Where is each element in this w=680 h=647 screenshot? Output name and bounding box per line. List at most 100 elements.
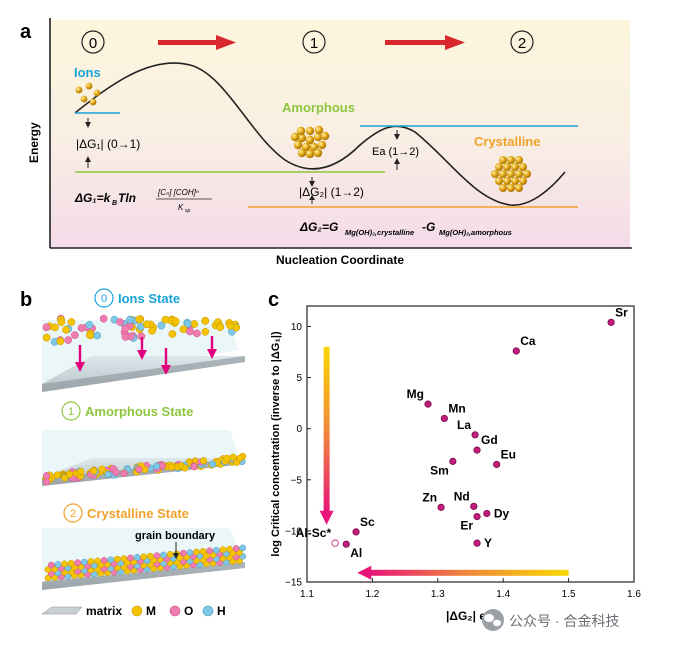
ion-particle	[116, 318, 124, 326]
crystalline-particle	[80, 558, 88, 566]
data-label-nd: Nd	[454, 489, 470, 503]
ions-state-scene	[42, 314, 245, 392]
amorphous-particle	[66, 470, 74, 478]
crystalline-atom	[515, 184, 523, 192]
dg2-arrowhead-top	[309, 181, 315, 187]
crystalline-particle	[219, 546, 227, 554]
data-label-mn: Mn	[448, 401, 465, 415]
data-label-eu: Eu	[501, 447, 516, 461]
data-label-dy: Dy	[494, 507, 510, 521]
crystalline-atom	[519, 163, 527, 171]
amorphous-state-number: 1	[68, 406, 74, 418]
ion-particle	[186, 327, 194, 336]
ions-deposition-arrows	[75, 336, 217, 375]
crystalline-particle	[193, 548, 200, 556]
crystalline-particle	[179, 549, 187, 557]
dg2-arrowhead-bottom	[309, 195, 315, 200]
data-label-mg: Mg	[407, 387, 424, 401]
crystalline-atom	[519, 177, 527, 185]
equation-dg2: ΔG₂=G Mg(OH)₂,crystalline -G Mg(OH)₂,amo…	[299, 220, 512, 237]
ions-cluster	[75, 82, 101, 106]
amorphous-particle	[167, 463, 176, 471]
x-tick-label: 1.5	[562, 589, 576, 600]
eq2-minus: -G	[422, 220, 435, 234]
ion-particle	[42, 333, 51, 342]
x-axis-title: |ΔG₂| eV	[446, 609, 494, 623]
eq1-mid: Tln	[118, 191, 136, 205]
crystalline-particle	[226, 545, 233, 553]
trend-arrowhead-down	[319, 510, 334, 525]
crystalline-atom	[503, 177, 511, 185]
ion-particle	[93, 331, 102, 340]
ion-particle	[62, 325, 70, 334]
crystalline-particle	[160, 551, 167, 559]
crystalline-atom	[511, 177, 519, 185]
ion-particle	[183, 320, 192, 328]
dg2-label: |ΔG₂| (1→2)	[299, 185, 364, 199]
panel-b: b 0 Ions State 1 Amorphous State 2 Cryst…	[20, 288, 247, 618]
scatter-plot-frame	[306, 305, 635, 583]
amorphous-atom	[301, 142, 311, 152]
crystalline-particle	[166, 551, 174, 558]
y-tick-label: 0	[296, 424, 302, 435]
amorphous-state-circle	[61, 401, 81, 421]
dg1-label: |ΔG₁| (0→1)	[76, 137, 140, 151]
ion-particle	[201, 317, 210, 325]
crystalline-matrix-edge	[42, 562, 245, 590]
crystalline-cluster	[491, 156, 531, 192]
amorphous-particle	[236, 454, 244, 462]
crystalline-state-scene: grain boundary	[42, 528, 247, 590]
ions-particles	[42, 314, 241, 346]
amorphous-particle	[120, 469, 128, 477]
data-point-ca	[512, 347, 520, 355]
ion-particle	[57, 318, 66, 326]
ion-particle	[135, 315, 144, 324]
data-label-sc: Sc	[360, 515, 375, 529]
crystalline-particles	[44, 544, 247, 582]
legend-m-label: M	[146, 604, 156, 618]
amorphous-state-scene	[42, 430, 247, 486]
crystalline-atom	[507, 184, 515, 192]
crystalline-state-number: 2	[70, 508, 76, 520]
dg1-arrowhead-bottom	[85, 156, 91, 162]
transition-arrow-0-1	[158, 35, 236, 50]
crystalline-particle	[206, 547, 214, 555]
amorphous-atom	[297, 148, 307, 158]
y-tick-label: −15	[285, 578, 302, 589]
state-1-number: 1	[310, 35, 318, 52]
amorphous-particle	[112, 468, 120, 477]
crystalline-state-circle	[63, 503, 83, 523]
ion-particle	[85, 321, 94, 329]
crystalline-particle	[153, 552, 161, 559]
ion-particle	[168, 330, 177, 338]
y-tick-label: −5	[291, 475, 303, 486]
crystalline-atom	[499, 170, 507, 178]
ion-particle	[216, 323, 225, 332]
x-tick-label: 1.6	[627, 589, 641, 600]
ion-particle	[51, 323, 59, 332]
data-point-sc	[352, 528, 360, 536]
amorphous-particle	[153, 462, 161, 470]
amorphous-particle	[208, 460, 217, 468]
crystalline-particle	[199, 548, 207, 555]
dg1-arrowhead-top	[85, 122, 91, 128]
amorphous-particle	[43, 472, 51, 480]
panel-b-label: b	[20, 289, 32, 311]
crystalline-particle	[100, 557, 108, 564]
grain-boundary-label: grain boundary	[135, 530, 216, 542]
data-point-sr	[607, 318, 615, 326]
data-point-al	[342, 540, 350, 548]
amorphous-particle	[223, 454, 231, 462]
amorphous-atom	[293, 140, 303, 150]
amorphous-particle	[61, 474, 69, 482]
grain-boundary-arrowhead	[173, 553, 179, 559]
amorphous-particle	[53, 471, 61, 479]
data-label-zn: Zn	[422, 490, 437, 504]
amorphous-particle	[229, 453, 237, 461]
amorphous-cluster	[290, 125, 330, 159]
ion-particle	[121, 333, 130, 341]
amorphous-atom	[297, 133, 307, 143]
amorphous-atom	[313, 148, 323, 158]
amorphous-atom	[317, 140, 327, 150]
eq1-b-sub: B	[112, 200, 117, 207]
